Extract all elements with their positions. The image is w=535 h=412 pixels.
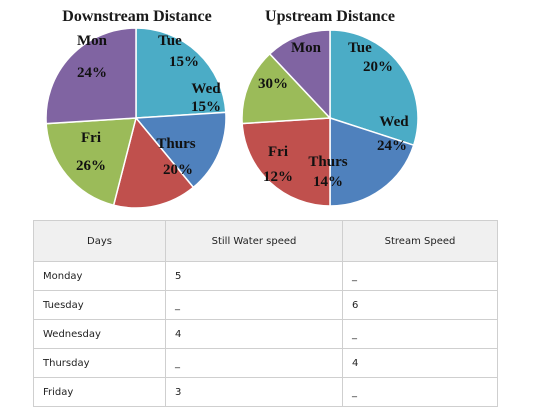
speed-table: Days Still Water speed Stream Speed Mond… [33, 220, 498, 407]
day-cell: Friday [33, 377, 166, 407]
table-header-row: Days Still Water speed Stream Speed [33, 220, 498, 262]
slice-percent-label: 15% [169, 54, 199, 70]
table-row: Wednesday 4 _ [33, 319, 498, 349]
day-cell: Thursday [33, 348, 166, 378]
stream-speed-cell: _ [342, 319, 498, 349]
pie-slice-wed [112, 116, 195, 209]
header-stream-speed: Stream Speed [342, 220, 498, 262]
header-days: Days [33, 220, 166, 262]
still-water-cell: _ [165, 348, 343, 378]
still-water-cell: 5 [165, 261, 343, 291]
slice-percent-label: 12% [263, 169, 293, 185]
pie-slice-thurs [241, 52, 332, 125]
still-water-cell: 4 [165, 319, 343, 349]
pie-charts-area: Downstream Distance Mon 24% Tue 15% Wed 15% Thu… [45, 8, 419, 209]
slice-name-label: Thurs [156, 136, 195, 152]
slice-percent-label: 14% [313, 174, 343, 190]
slice-name-label: Wed [191, 81, 221, 97]
day-cell: Monday [33, 261, 166, 291]
slice-percent-label: 24% [77, 65, 107, 81]
chart-title: Downstream Distance [62, 8, 211, 25]
pie-chart-1: Downstream Distance Mon 24% Tue 15% Wed 15% Thu… [45, 8, 227, 209]
still-water-cell: 3 [165, 377, 343, 407]
stream-speed-cell: _ [342, 377, 498, 407]
slice-percent-label: 24% [377, 138, 407, 154]
day-cell: Wednesday [33, 319, 166, 349]
pie-slice-mon [135, 27, 227, 119]
table-row: Monday 5 _ [33, 261, 498, 291]
slice-name-label: Wed [379, 114, 409, 130]
slice-name-label: Fri [268, 144, 288, 160]
slice-percent-label: 15% [191, 99, 221, 115]
slice-name-label: Tue [158, 33, 182, 49]
slice-percent-label: 20% [363, 59, 393, 75]
day-cell: Tuesday [33, 290, 166, 320]
header-still-water-speed: Still Water speed [165, 220, 343, 262]
slice-percent-label: 26% [76, 158, 106, 174]
slice-percent-label: 30% [258, 76, 288, 92]
pie-slice-fri [268, 29, 331, 120]
slice-name-label: Tue [348, 40, 372, 56]
table-row: Tuesday _ 6 [33, 290, 498, 320]
pie-chart-2: Upstream Distance Mon 30% Tue 20% Wed 24% Thurs… [241, 8, 419, 207]
pie-slice-tue [329, 116, 415, 207]
pie-slice-wed [241, 117, 331, 207]
table-row: Friday 3 _ [33, 377, 498, 407]
slice-name-label: Fri [81, 130, 101, 146]
pie-slice-thurs [45, 117, 137, 207]
stream-speed-cell: 6 [342, 290, 498, 320]
still-water-cell: _ [165, 290, 343, 320]
pie-slice-fri [45, 27, 137, 125]
slice-name-label: Mon [77, 33, 108, 49]
table-row: Thursday _ 4 [33, 348, 498, 378]
slice-name-label: Thurs [308, 154, 347, 170]
pie-slice-tue [134, 111, 227, 189]
stream-speed-cell: 4 [342, 348, 498, 378]
slice-name-label: Mon [291, 40, 322, 56]
stream-speed-cell: _ [342, 261, 498, 291]
slice-percent-label: 20% [163, 162, 193, 178]
chart-title: Upstream Distance [265, 8, 395, 25]
pie-slice-mon [329, 29, 419, 147]
